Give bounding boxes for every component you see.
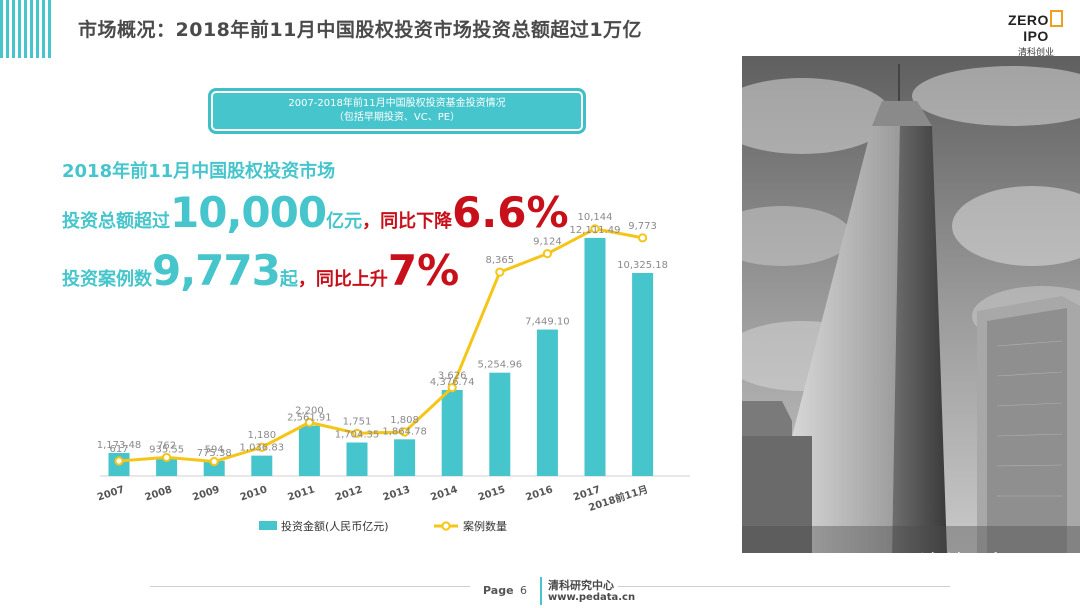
zero2ipo-logo: ZEROIPO 清科创业 (998, 10, 1074, 58)
x-tick-label-2015: 2015 (477, 484, 507, 503)
bar-2015 (489, 372, 511, 476)
wechat-watermark: ◌ 清科研究 (893, 552, 1008, 577)
line-value-label-2011: 2,200 (295, 405, 324, 416)
line-point-2008 (162, 452, 172, 463)
line-value-label-2014: 3,626 (438, 371, 467, 382)
line-value-label-2007: 617 (109, 444, 128, 455)
footer-page-label: Page (483, 584, 514, 597)
line-value-label-2008: 762 (157, 440, 176, 451)
line-point-2014 (447, 383, 457, 393)
line-point-2011 (304, 417, 314, 427)
x-tick-label-2012: 2012 (334, 484, 364, 503)
line-value-label-2016: 9,124 (533, 237, 562, 248)
x-tick-label-2007: 2007 (96, 484, 126, 503)
line-point-2017 (590, 224, 600, 234)
skyscraper-photo (742, 56, 1080, 553)
bar-2018前11月 (632, 273, 654, 476)
bar-value-label-2016: 7,449.10 (525, 317, 570, 328)
line-point-2007 (114, 456, 124, 466)
page-title: 市场概况：2018年前11月中国股权投资市场投资总额超过1万亿 (78, 19, 643, 41)
line-point-2010 (257, 442, 267, 452)
bar-2013 (394, 439, 416, 476)
bar-value-label-2011: 2,561.91 (287, 413, 332, 424)
wechat-icon: ◌ (893, 552, 913, 577)
x-tick-label-2008: 2008 (144, 484, 174, 503)
line-value-label-2009: 594 (205, 445, 224, 456)
legend-line-marker (441, 521, 451, 531)
footer-separator (540, 577, 542, 605)
bar-value-label-2012: 1,704.35 (335, 429, 380, 440)
bar-2010 (251, 455, 273, 476)
bar-value-label-2018前11月: 10,325.18 (617, 260, 668, 271)
bar-value-label-2014: 4,376.74 (430, 377, 475, 388)
line-value-label-2015: 8,365 (485, 255, 514, 266)
line-series-case-count (118, 227, 643, 464)
bar-2008 (156, 457, 178, 476)
footer-page-box (470, 579, 550, 601)
bar-2014 (441, 389, 463, 476)
line-point-2015 (495, 267, 505, 277)
bar-value-label-2009: 775.38 (197, 448, 232, 459)
bar-value-label-2007: 1,173.48 (97, 440, 142, 451)
bar-value-label-2008: 935.55 (149, 445, 184, 456)
x-tick-label-2016: 2016 (524, 484, 554, 503)
line-value-label-2012: 1,751 (343, 416, 372, 427)
bar-2011 (298, 425, 320, 476)
line-point-2013 (400, 427, 410, 437)
chart-subtitle-box: 2007-2018年前11月中国股权投资基金投资情况 （包括早期投资、VC、PE… (208, 88, 586, 134)
legend-bar-label: 投资金额(人民币亿元) (281, 519, 389, 533)
footer-org-name: 清科研究中心 (548, 577, 618, 593)
legend-line-label: 案例数量 (463, 519, 507, 533)
headline-line2: 投资总额超过10,000亿元，同比下降6.6% (62, 188, 569, 237)
line-value-label-2018前11月: 9,773 (628, 221, 657, 232)
x-tick-label-2013: 2013 (382, 484, 412, 503)
bar-2017 (584, 237, 606, 476)
x-tick-label-2011: 2011 (286, 484, 316, 503)
x-tick-label-2009: 2009 (191, 484, 221, 503)
x-tick-label-2010: 2010 (239, 484, 269, 503)
line-point-2009 (209, 456, 219, 467)
chart-subtitle-line2: （包括早期投资、VC、PE） (333, 112, 461, 123)
line-value-label-2017: 10,144 (578, 212, 613, 223)
line-point-2012 (352, 428, 362, 438)
bar-value-label-2017: 12,111.49 (570, 225, 621, 236)
headline-line1: 2018年前11月中国股权投资市场 (62, 161, 336, 182)
line-point-2016 (542, 249, 553, 259)
chart-subtitle-line1: 2007-2018年前11月中国股权投资基金投资情况 (288, 98, 506, 109)
line-value-label-2013: 1,808 (390, 415, 419, 426)
footer-url: www.pedata.cn (548, 592, 636, 603)
footer-page-number: 6 (520, 584, 527, 597)
line-point-2018前11月 (638, 233, 648, 243)
legend-bar-swatch (259, 521, 277, 530)
x-tick-label-2014: 2014 (429, 484, 459, 503)
bar-value-label-2010: 1,036.83 (240, 443, 285, 454)
bar-value-label-2015: 5,254.96 (478, 360, 523, 371)
bar-value-label-2013: 1,864.78 (382, 426, 427, 437)
bar-2009 (203, 460, 225, 476)
headline-line3: 投资案例数9,773起，同比上升7% (62, 246, 460, 295)
bar-2012 (346, 442, 368, 476)
line-value-label-2010: 1,180 (247, 430, 276, 441)
corner-decoration (0, 0, 51, 58)
bar-2016 (536, 329, 558, 476)
